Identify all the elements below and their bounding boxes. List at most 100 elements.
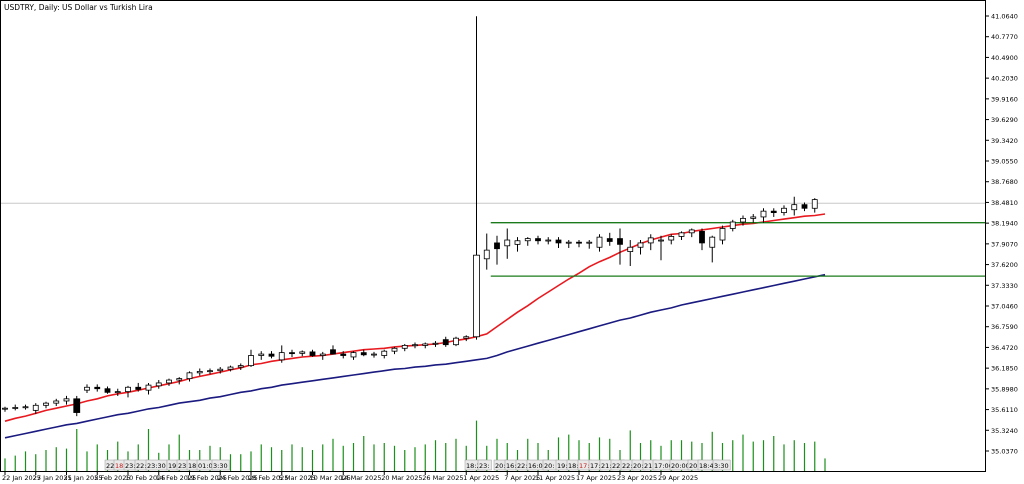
y-tick-label: 39.9160 [991,95,1018,103]
price-axis: 41.0640 40.7770 40.4900 40.2030 39.9160 39.62… [985,13,1018,456]
x-tick-label: 11 Apr 2025 [535,474,575,482]
candle-body [84,386,90,391]
candle-body [12,407,19,409]
session-label: 18:20 [466,462,485,470]
y-tick-label: 38.7680 [991,178,1018,186]
candle-body [709,236,716,248]
ma-slow-line [4,273,826,439]
candle-body [535,238,541,242]
candle-body [94,386,101,390]
session-label: 20: [544,462,554,470]
candle-body [278,352,285,361]
session-label: 16: [506,462,516,470]
candle-body [412,344,418,347]
session-label-box [712,459,731,471]
candle-body [668,236,675,241]
candle-body [719,228,726,241]
session-label: 19: [557,462,567,470]
session-label: 3:30 [213,462,228,470]
candle-body [340,353,347,356]
y-tick-label: 40.2030 [991,75,1018,83]
candle-body [207,370,213,373]
candle-body [524,238,531,242]
candle-body [688,229,695,234]
candle-body [483,249,490,260]
candle-body [555,239,562,244]
candle-body [22,406,29,409]
x-tick-label: 31 Jan 2025 [64,474,103,482]
candle-body [740,217,746,223]
candle-body [422,343,429,346]
candle-body [494,242,500,250]
candle-body [125,386,131,392]
x-tick-label: 10 Feb 2025 [125,474,165,482]
candle-body [658,239,664,242]
session-label: 17: [579,462,589,470]
session-label: 21: [644,462,654,470]
session-label: 18: [188,462,198,470]
candle-body [545,239,552,242]
y-tick-label: 36.4720 [991,344,1018,352]
session-label: 22: [136,462,146,470]
candle-body [453,337,459,346]
candle-body [166,379,172,384]
x-tick-label: 26 Mar 2025 [422,474,463,482]
candle-body [176,378,183,381]
candle-body [258,353,265,356]
candle-body [43,402,49,406]
x-tick-label: 1 Apr 2025 [463,474,499,482]
y-tick-label: 38.1940 [991,220,1018,228]
y-tick-label: 35.8980 [991,385,1018,393]
candle-body [217,368,224,372]
x-tick-label: 28 Feb 2025 [248,474,288,482]
candle-body [371,353,377,356]
candle-body [586,241,593,244]
session-label: 23: [479,462,489,470]
session-label: 3:30 [714,462,729,470]
y-tick-label: 36.7590 [991,323,1018,331]
candle-body [237,365,244,368]
session-label: 20: [689,462,699,470]
candle-body [289,352,295,355]
x-tick-label: 5 Mar 2025 [279,474,316,482]
session-label: 18: [115,462,125,470]
candle-body [268,353,275,357]
candle-body [319,353,326,356]
candle-body [299,351,306,354]
session-labels-layer: 22:18: 23: 22: 23:30 19: 23: 18: 01:053:30 18:20… [104,459,731,471]
candle-body [401,345,408,349]
candle-body [576,241,582,244]
candle-body [309,351,316,356]
candle-body [760,210,767,218]
candle-body [637,242,644,248]
candle-body [145,384,152,391]
candle-body [391,347,398,352]
candle-body [647,237,654,244]
session-label: 20:00 [671,462,690,470]
candle-body [565,241,572,244]
session-label: 17: [590,462,600,470]
candle-body [114,391,121,393]
session-label: 16:05 [528,462,547,470]
x-tick-label: 24 Feb 2025 [217,474,257,482]
session-label-box [211,459,230,471]
candle-body [330,349,336,355]
candle-body [227,366,234,370]
session-label: 21: [601,462,611,470]
candle-body [617,238,623,245]
plot-frame [0,0,986,472]
candle-body [432,342,439,345]
candles-layer [2,16,818,417]
y-tick-label: 40.4900 [991,54,1018,62]
x-tick-label: 14 Mar 2025 [340,474,381,482]
x-tick-label: 20 Mar 2025 [381,474,422,482]
candle-body [606,238,613,242]
x-tick-label: 23 Apr 2025 [617,474,657,482]
y-tick-label: 39.6290 [991,116,1018,124]
y-tick-label: 36.1850 [991,365,1018,373]
candle-body [32,404,39,411]
session-label: 20: [495,462,505,470]
candle-body [381,350,388,356]
